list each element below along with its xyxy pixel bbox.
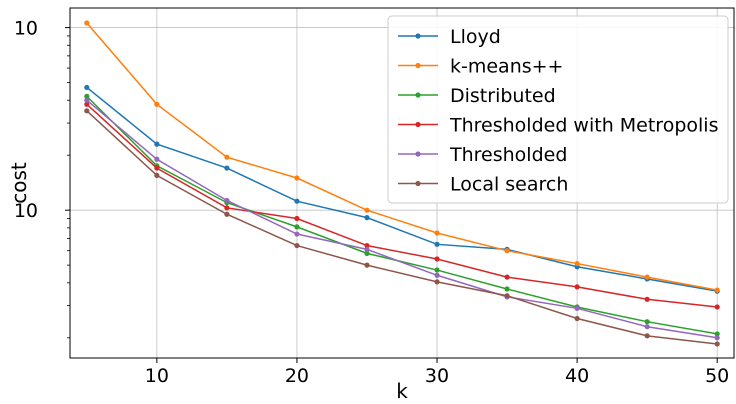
legend-marker [415, 33, 420, 38]
data-point [154, 142, 159, 147]
data-point [645, 274, 650, 279]
data-point [434, 230, 439, 235]
data-point [645, 324, 650, 329]
legend-label: Local search [450, 174, 568, 196]
data-point [84, 85, 89, 90]
data-point [434, 279, 439, 284]
data-point [504, 248, 509, 253]
data-point [364, 215, 369, 220]
legend-marker [415, 181, 420, 186]
data-point [364, 263, 369, 268]
data-point [645, 319, 650, 324]
legend-label: Thresholded with Metropolis [449, 115, 718, 137]
legend-marker [415, 122, 420, 127]
data-point [715, 341, 720, 346]
legend-label: Distributed [450, 85, 556, 107]
x-tick-label: 20 [285, 365, 309, 387]
data-point [434, 267, 439, 272]
data-point [294, 216, 299, 221]
data-point [294, 175, 299, 180]
legend-label: Thresholded [449, 144, 567, 166]
legend: Lloyd k-means++ Distributed Thresholded wit… [388, 16, 728, 203]
data-point [575, 261, 580, 266]
data-point [294, 231, 299, 236]
data-point [224, 198, 229, 203]
data-point [224, 212, 229, 217]
data-point [715, 304, 720, 309]
x-axis-label: k [396, 379, 408, 403]
data-point [84, 20, 89, 25]
data-point [364, 247, 369, 252]
data-point [715, 335, 720, 340]
legend-marker [415, 63, 420, 68]
data-point [154, 173, 159, 178]
data-point [154, 165, 159, 170]
y-axis-label: cost [7, 162, 31, 204]
data-point [154, 157, 159, 162]
data-point [575, 316, 580, 321]
legend-label: Lloyd [450, 26, 501, 48]
data-point [224, 155, 229, 160]
data-point [575, 306, 580, 311]
data-point [645, 333, 650, 338]
data-point [154, 102, 159, 107]
x-tick-label: 40 [565, 365, 589, 387]
data-point [434, 256, 439, 261]
data-point [575, 284, 580, 289]
data-point [224, 165, 229, 170]
y-tick-base: 10 [14, 18, 38, 40]
data-point [504, 293, 509, 298]
data-point [224, 205, 229, 210]
x-tick-label: 50 [705, 365, 729, 387]
data-point [645, 297, 650, 302]
data-point [84, 108, 89, 113]
data-point [434, 273, 439, 278]
data-point [504, 286, 509, 291]
data-point [504, 274, 509, 279]
legend-label: k-means++ [450, 56, 563, 78]
data-point [434, 242, 439, 247]
data-point [364, 208, 369, 213]
data-point [294, 243, 299, 248]
legend-marker [415, 151, 420, 156]
data-point [84, 98, 89, 103]
x-tick-label: 30 [425, 365, 449, 387]
y-tick-label: 10 [14, 18, 38, 40]
data-point [294, 224, 299, 229]
legend-marker [415, 92, 420, 97]
data-point [715, 287, 720, 292]
x-tick-label: 10 [145, 365, 169, 387]
data-point [294, 199, 299, 204]
